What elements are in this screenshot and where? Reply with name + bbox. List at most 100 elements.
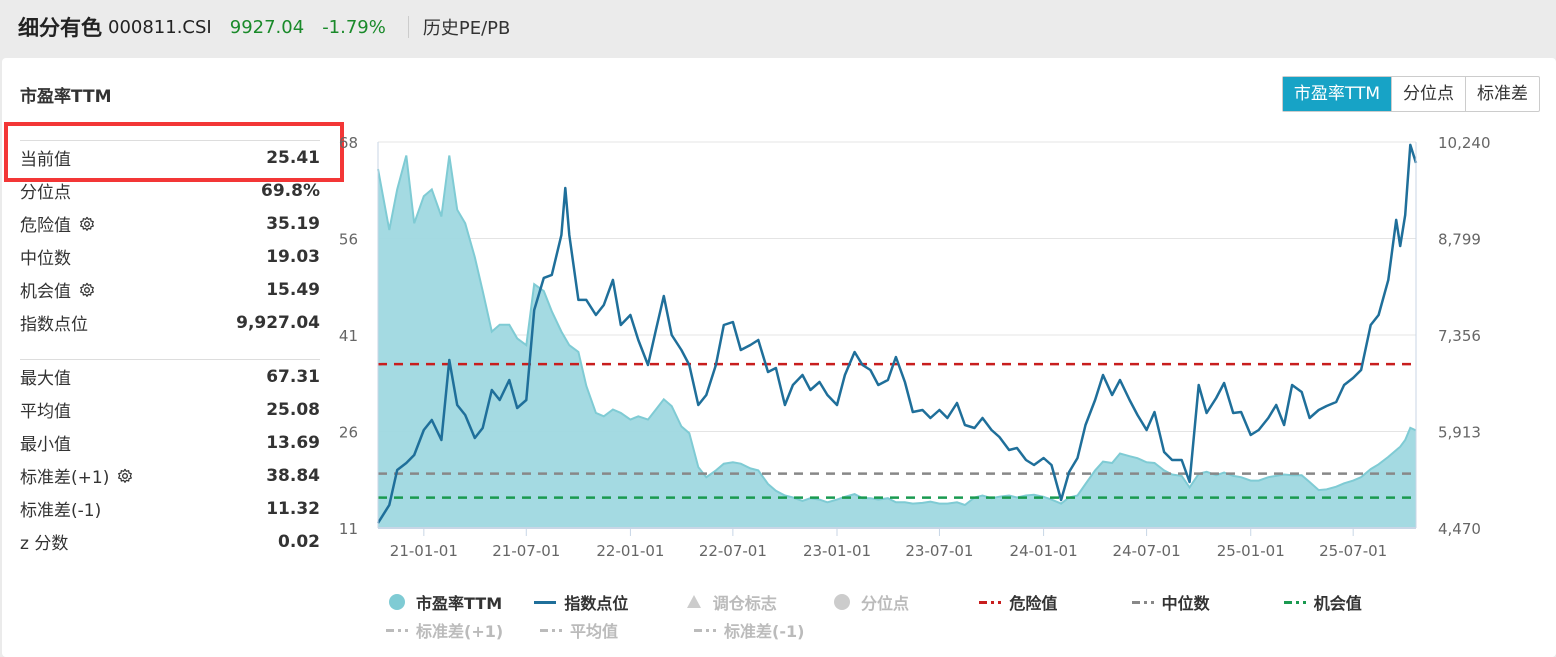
legend-label: 危险值	[1009, 594, 1058, 613]
legend-label: 市盈率TTM	[416, 594, 503, 613]
line-icon	[534, 595, 557, 609]
legend-item[interactable]: 平均值	[540, 618, 694, 642]
stat-label: z 分数	[20, 534, 69, 554]
stat-value: 11.32	[266, 498, 320, 519]
dash-icon	[1131, 595, 1154, 609]
stat-label: 标准差(-1)	[20, 501, 102, 521]
stats-divider	[20, 140, 320, 141]
panel-title: 市盈率TTM	[20, 87, 112, 107]
stats-list: 当前值 25.41 分位点 69.8% 危险值 35.19 中位数 19.03 机会值 15.49…	[20, 140, 320, 558]
stat-label: 当前值	[20, 150, 71, 170]
tab-percentile[interactable]: 分位点	[1391, 77, 1465, 111]
legend-label: 平均值	[570, 622, 619, 641]
legend-item[interactable]: 标准差(+1)	[386, 618, 540, 642]
stat-label-wrap: 最小值	[20, 430, 71, 455]
dash-icon	[979, 595, 1002, 609]
legend-row: 标准差(+1) 平均值 标准差(-1)	[386, 616, 1436, 644]
right-axis-tick: 10,240	[1438, 134, 1491, 152]
x-axis-tick: 21-07-01	[492, 542, 560, 560]
left-axis-tick: 11	[339, 520, 358, 538]
stat-label: 危险值	[20, 216, 71, 236]
legend-item[interactable]: 中位数	[1131, 590, 1284, 614]
header-divider	[407, 16, 409, 38]
stat-label: 最大值	[20, 369, 71, 389]
stat-row: 标准差(-1) 11.32	[20, 492, 320, 525]
x-axis-tick: 23-01-01	[803, 542, 871, 560]
metric-tabs: 市盈率TTM 分位点 标准差	[1281, 76, 1540, 112]
valuation-card: 市盈率TTM 市盈率TTM 分位点 标准差 当前值 25.41 分位点 69.8% 危险…	[2, 58, 1556, 657]
legend-item[interactable]: 危险值	[979, 590, 1131, 614]
stat-value: 38.84	[266, 465, 320, 486]
stat-label-wrap: 标准差(+1)	[20, 463, 133, 488]
triangle-icon	[683, 595, 705, 609]
stat-label-wrap: 分位点	[20, 178, 71, 203]
pe-chart: 11 26 41 56 68 4,470 5,913 7,356 8,799 10,240 21-0…	[339, 134, 1491, 560]
stat-value: 67.31	[266, 366, 320, 387]
legend-item[interactable]: 机会值	[1283, 590, 1436, 614]
stat-label: 标准差(+1)	[20, 468, 110, 488]
stat-label: 分位点	[20, 183, 71, 203]
legend-item[interactable]: 市盈率TTM	[386, 590, 534, 614]
x-axis-tick: 22-07-01	[699, 542, 767, 560]
legend-label: 机会值	[1313, 594, 1362, 613]
dash-icon	[694, 623, 716, 637]
stat-value: 13.69	[266, 432, 320, 453]
x-axis-tick: 21-01-01	[390, 542, 458, 560]
stat-label-wrap: 最大值	[20, 364, 71, 389]
dash-icon	[1283, 595, 1306, 609]
x-axis-tick: 23-07-01	[905, 542, 973, 560]
legend-item[interactable]: 标准差(-1)	[694, 618, 848, 642]
stat-value: 15.49	[266, 279, 320, 300]
legend-item[interactable]: 调仓标志	[683, 590, 831, 614]
stats-divider	[20, 359, 320, 360]
circle-icon	[831, 594, 853, 610]
circle-icon	[386, 594, 408, 610]
stat-row: z 分数 0.02	[20, 525, 320, 558]
legend-item[interactable]: 指数点位	[534, 590, 682, 614]
stat-row: 标准差(+1) 38.84	[20, 459, 320, 492]
stat-label-wrap: 平均值	[20, 397, 71, 422]
legend-label: 标准差(-1)	[724, 622, 805, 641]
legend-label: 中位数	[1161, 594, 1210, 613]
stat-value: 25.41	[266, 147, 320, 168]
dash-icon	[540, 623, 562, 637]
index-price: 9927.04	[229, 16, 305, 38]
stat-label: 中位数	[20, 249, 71, 269]
index-change: -1.79%	[322, 16, 386, 38]
tab-std-dev[interactable]: 标准差	[1465, 77, 1539, 111]
stat-value: 0.02	[278, 531, 320, 552]
stat-label-wrap: 指数点位	[20, 310, 88, 335]
right-axis-tick: 5,913	[1438, 424, 1481, 442]
stat-label-wrap: 标准差(-1)	[20, 496, 101, 521]
x-axis-tick: 25-07-01	[1319, 542, 1387, 560]
section-label[interactable]: 历史PE/PB	[422, 18, 511, 39]
stat-row: 危险值 35.19	[20, 207, 320, 240]
gear-icon[interactable]	[117, 468, 133, 484]
index-line	[376, 143, 1418, 524]
left-axis-tick: 26	[339, 424, 358, 442]
stat-value: 19.03	[266, 246, 320, 267]
stat-row: 最小值 13.69	[20, 426, 320, 459]
pe-line	[377, 155, 1417, 507]
stat-label: 指数点位	[20, 315, 88, 335]
left-axis-tick: 68	[339, 134, 358, 152]
stat-value: 25.08	[266, 399, 320, 420]
legend-label: 调仓标志	[712, 594, 777, 613]
stat-value: 35.19	[266, 213, 320, 234]
legend-label: 标准差(+1)	[416, 622, 504, 641]
right-axis-tick: 8,799	[1438, 231, 1481, 249]
left-axis-tick: 41	[339, 327, 358, 345]
chart-legend: 市盈率TTM 指数点位 调仓标志 分位点 危险值 中位数 机会值 标准差(+1) 平均值 标准差(…	[386, 588, 1436, 644]
stat-row: 最大值 67.31	[20, 360, 320, 393]
stat-row: 当前值 25.41	[20, 141, 320, 174]
stat-label: 最小值	[20, 435, 71, 455]
legend-item[interactable]: 分位点	[831, 590, 979, 614]
gear-icon[interactable]	[79, 216, 95, 232]
x-axis-tick: 24-01-01	[1010, 542, 1078, 560]
left-axis-tick: 56	[339, 231, 358, 249]
gear-icon[interactable]	[79, 282, 95, 298]
right-axis-tick: 4,470	[1438, 520, 1481, 538]
stat-label-wrap: z 分数	[20, 529, 68, 554]
legend-row: 市盈率TTM 指数点位 调仓标志 分位点 危险值 中位数 机会值	[386, 588, 1436, 616]
tab-pe-ttm[interactable]: 市盈率TTM	[1282, 77, 1391, 111]
